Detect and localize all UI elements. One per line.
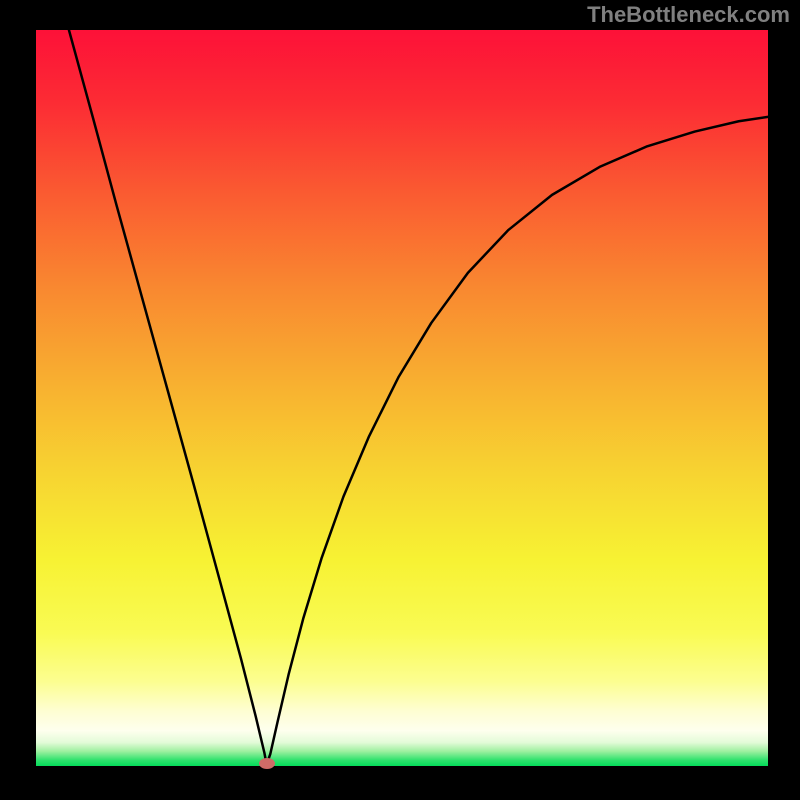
chart-container: TheBottleneck.com bbox=[0, 0, 800, 800]
gradient-background bbox=[36, 30, 768, 766]
watermark-text: TheBottleneck.com bbox=[587, 2, 790, 28]
bottleneck-marker bbox=[259, 758, 275, 769]
plot-area bbox=[36, 30, 768, 766]
